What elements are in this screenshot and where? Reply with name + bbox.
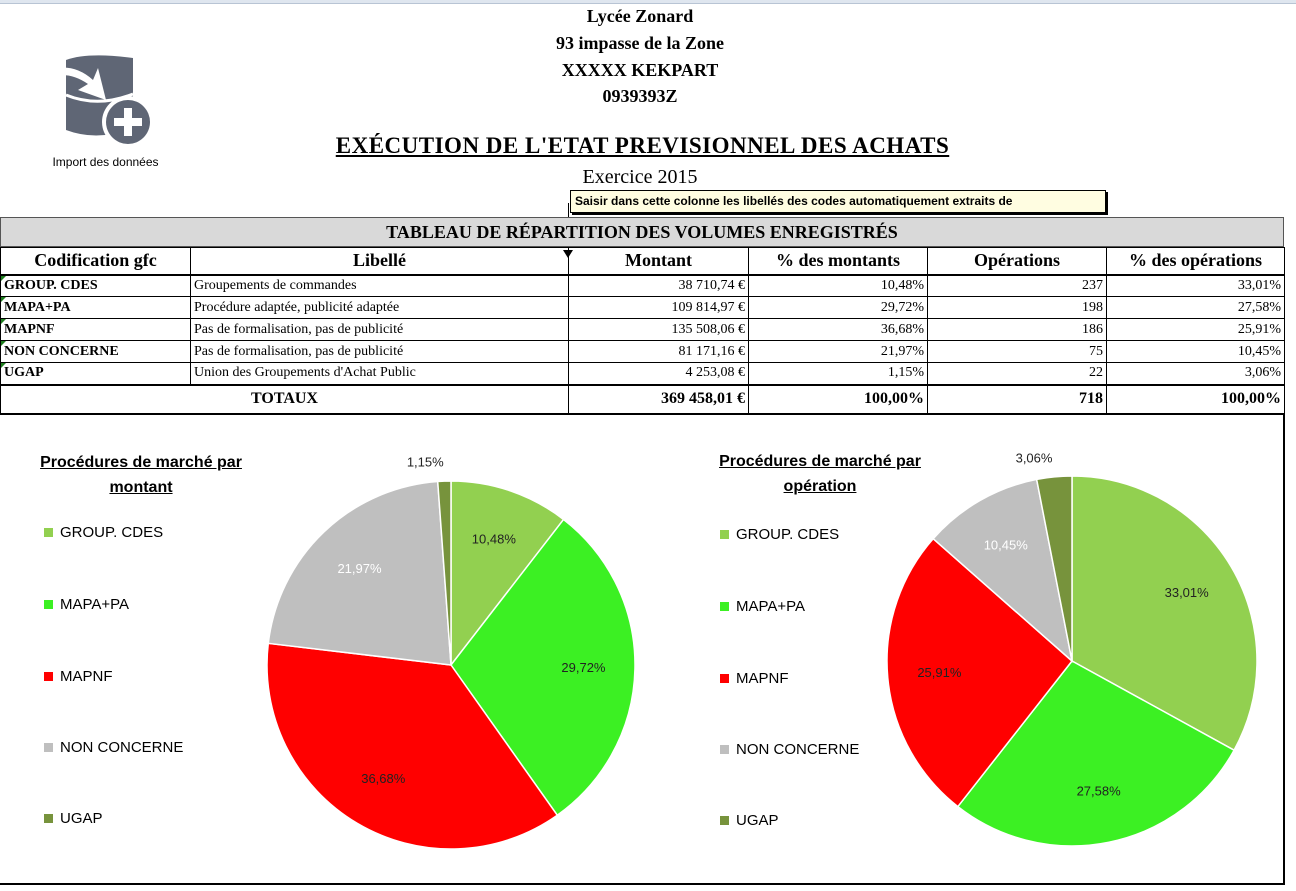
legend-swatch (720, 816, 729, 825)
table-row: UGAP Union des Groupements d'Achat Public… (0, 362, 1285, 385)
legend-label: MAPA+PA (736, 598, 806, 615)
legend-label: NON CONCERNE (60, 739, 184, 756)
legend-item: NON CONCERNE (44, 739, 183, 756)
cell-amount-pct[interactable]: 36,68% (748, 318, 928, 341)
pie-slice[interactable] (956, 660, 1236, 847)
window-top-bar (0, 0, 1296, 4)
cell-amount[interactable]: 38 710,74 € (568, 274, 749, 297)
col-header-code[interactable]: Codification gfc (0, 247, 191, 276)
legend-item: MAPA+PA (720, 598, 805, 615)
table-row: MAPA+PA Procédure adaptée, publicité adap… (0, 296, 1285, 319)
pie-data-label: 29,72% (561, 660, 606, 675)
pie-slice[interactable] (1071, 475, 1258, 752)
legend-item: GROUP. CDES (720, 526, 839, 543)
legend-swatch (720, 602, 729, 611)
pie-slice[interactable] (450, 480, 565, 668)
school-city: XXXXX KEKPART (561, 60, 719, 80)
totals-operations[interactable]: 718 (927, 383, 1107, 415)
pie-data-label: 25,91% (917, 665, 962, 680)
cell-amount[interactable]: 4 253,08 € (568, 362, 749, 385)
table-section-title: TABLEAU DE RÉPARTITION DES VOLUMES ENREG… (0, 217, 1284, 247)
database-import-icon (48, 55, 154, 148)
legend-item: MAPNF (720, 670, 789, 687)
pie-data-label: 36,68% (361, 771, 406, 786)
legend-swatch (44, 743, 53, 752)
charts-area (0, 414, 1285, 885)
cell-operations-pct[interactable]: 25,91% (1106, 318, 1285, 341)
legend-label: MAPA+PA (60, 596, 130, 613)
legend-label: MAPNF (736, 670, 789, 687)
fiscal-year: Exercice 2015 (582, 166, 698, 188)
legend-label: MAPNF (60, 668, 113, 685)
pie-data-label: 27,58% (1077, 784, 1122, 799)
cell-label[interactable]: Pas de formalisation, pas de publicité (190, 340, 569, 363)
legend-swatch (44, 814, 53, 823)
school-code: 0939393Z (602, 86, 678, 106)
pie-slice[interactable] (436, 480, 452, 666)
cell-amount-pct[interactable]: 29,72% (748, 296, 928, 319)
pie-slice[interactable] (267, 480, 452, 666)
legend-item: UGAP (44, 810, 103, 827)
legend-swatch (720, 530, 729, 539)
cell-comment-tooltip: Saisir dans cette colonne les libellés d… (570, 190, 1106, 213)
legend-swatch (720, 745, 729, 754)
cell-code[interactable]: MAPA+PA (0, 296, 191, 319)
pie-slice[interactable] (886, 537, 1074, 808)
legend-label: UGAP (60, 810, 103, 827)
school-name: Lycée Zonard (586, 6, 694, 26)
col-header-operations-pct[interactable]: % des opérations (1106, 247, 1285, 276)
cell-code[interactable]: GROUP. CDES (0, 274, 191, 297)
legend-swatch (44, 600, 53, 609)
table-row: MAPNF Pas de formalisation, pas de public… (0, 318, 1285, 341)
cell-code[interactable]: UGAP (0, 362, 191, 385)
totals-label[interactable]: TOTAUX (0, 383, 569, 415)
legend-label: UGAP (736, 812, 779, 829)
import-data-label: Import des données (52, 155, 159, 169)
totals-amount[interactable]: 369 458,01 € (568, 383, 749, 415)
import-data-button[interactable]: Import des données (48, 50, 163, 171)
chart-title-amount: Procédures de marché par montant (40, 454, 242, 496)
pie-data-label: 3,06% (1016, 450, 1053, 465)
legend-item: GROUP. CDES (44, 524, 163, 541)
legend-item: MAPNF (44, 668, 113, 685)
pie-data-label: 21,97% (337, 561, 382, 576)
totals-amount-pct[interactable]: 100,00% (748, 383, 928, 415)
pie-data-label: 10,45% (984, 537, 1029, 552)
pie-slice[interactable] (932, 478, 1074, 664)
legend-label: NON CONCERNE (736, 741, 860, 758)
totals-operations-pct[interactable]: 100,00% (1106, 383, 1285, 415)
distribution-table: Codification gfc Libellé Montant % des m… (0, 247, 1285, 415)
col-header-label[interactable]: Libellé (190, 247, 569, 276)
col-header-operations[interactable]: Opérations (927, 247, 1107, 276)
legend-label: GROUP. CDES (60, 524, 164, 541)
pie-data-label: 1,15% (407, 455, 444, 470)
school-address: 93 impasse de la Zone (555, 33, 724, 53)
table-row: GROUP. CDES Groupements de commandes 38 71… (0, 274, 1285, 297)
cell-amount[interactable]: 135 508,06 € (568, 318, 749, 341)
cell-label[interactable]: Union des Groupements d'Achat Public (190, 362, 569, 385)
col-header-amount[interactable]: Montant (568, 247, 749, 276)
pie-slice[interactable] (450, 518, 636, 817)
pie-data-label: 10,48% (472, 532, 517, 547)
legend-item: MAPA+PA (44, 596, 129, 613)
legend-swatch (44, 672, 53, 681)
legend-item: UGAP (720, 812, 779, 829)
legend-swatch (720, 674, 729, 683)
page-title: EXÉCUTION DE L'ETAT PREVISIONNEL DES ACH… (335, 133, 950, 158)
totals-row: TOTAUX 369 458,01 € 100,00% 718 100,00% (0, 383, 1285, 415)
pie-slice[interactable] (1035, 475, 1073, 662)
legend-item: NON CONCERNE (720, 741, 859, 758)
legend-label: GROUP. CDES (736, 526, 840, 543)
cell-label[interactable]: Pas de formalisation, pas de publicité (190, 318, 569, 341)
chart-title-operations: Procédures de marché par opération (719, 453, 921, 495)
cell-operations-pct[interactable]: 27,58% (1106, 296, 1285, 319)
legend-swatch (44, 528, 53, 537)
pie-slice[interactable] (266, 642, 559, 850)
cell-operations-pct[interactable]: 33,01% (1106, 274, 1285, 297)
pie-data-label: 33,01% (1165, 585, 1210, 600)
